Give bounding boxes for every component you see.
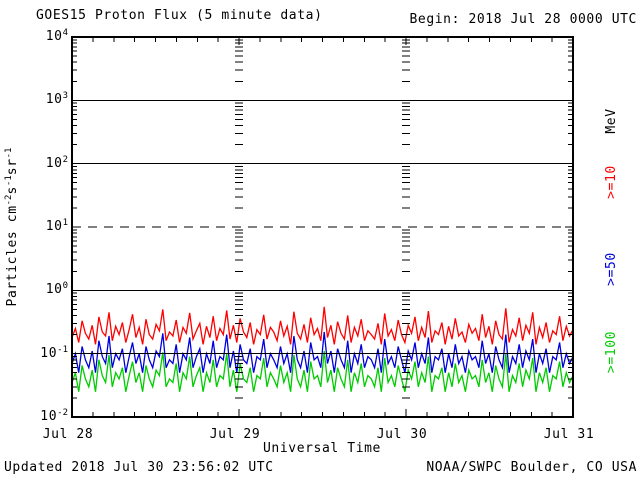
y-tick-label: 102 [45, 155, 68, 171]
series-label-ge100: >=100 [604, 330, 619, 374]
y-tick-label: 101 [45, 218, 68, 234]
chart-title: GOES15 Proton Flux (5 minute data) [36, 8, 323, 23]
y-tick-label: 104 [45, 28, 68, 44]
y-tick-label: 103 [45, 91, 68, 107]
updated-timestamp: Updated 2018 Jul 30 23:56:02 UTC [4, 460, 274, 475]
y-axis-title: Particles cm-2s-1sr-1 [4, 147, 20, 307]
y-tick-label: 10-1 [40, 345, 68, 361]
source-attribution: NOAA/SWPC Boulder, CO USA [426, 460, 637, 475]
y-tick-label: 100 [45, 281, 68, 297]
x-tick-label: Jul 29 [209, 427, 261, 442]
begin-annotation: Begin: 2018 Jul 28 0000 UTC [409, 12, 637, 27]
y-tick-label: 10-2 [40, 408, 68, 424]
x-tick-label: Jul 30 [376, 427, 428, 442]
x-axis-title: Universal Time [263, 441, 381, 456]
x-tick-label: Jul 31 [543, 427, 595, 442]
x-tick-label: Jul 28 [42, 427, 94, 442]
